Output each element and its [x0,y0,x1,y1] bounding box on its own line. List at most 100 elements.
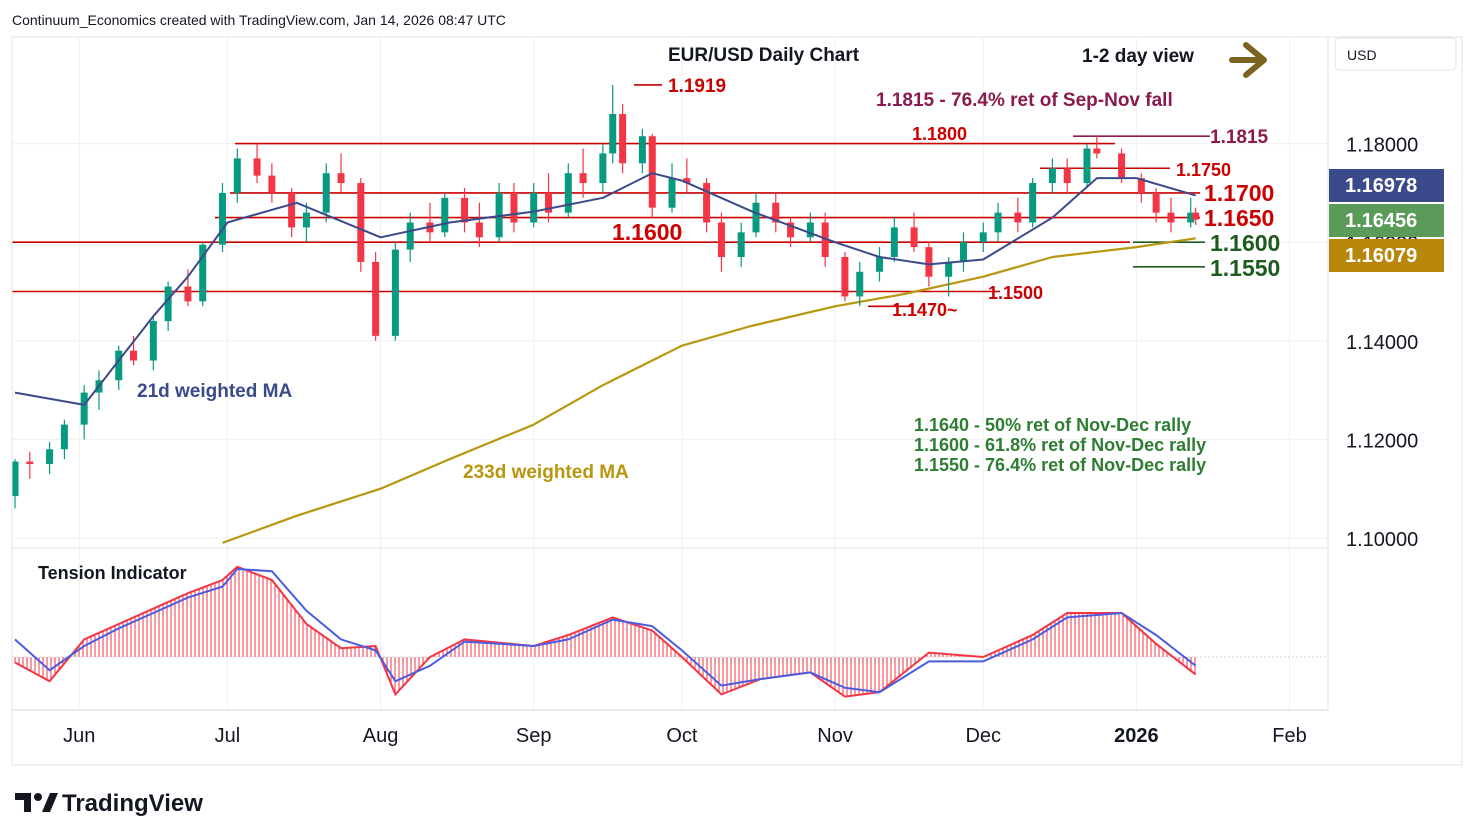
candle-body [149,321,157,361]
y-tick-label: 1.14000 [1346,332,1418,354]
candle-body [683,178,691,184]
x-tick-label: Oct [666,725,698,747]
currency-label: USD [1347,47,1377,63]
candle-body [959,242,967,262]
candle-body [668,178,676,208]
price-badge-ma233: 1.16079 [1329,239,1444,272]
chart-subtitle: 1-2 day view [1082,46,1194,67]
candle-body [11,461,19,497]
candle-body [579,173,587,184]
candle-body [26,461,34,465]
candle-body [372,261,380,336]
candle-body [564,173,572,213]
candles-layer [11,84,1200,509]
resistance-label: 1.1500 [988,283,1043,303]
candle-body [1029,183,1037,223]
candle-body [253,158,261,176]
x-tick-label: 2026 [1114,725,1159,747]
footer-brand: TradingView [62,790,203,817]
candle-body [806,222,814,238]
candle-body [717,222,725,257]
currency-selector[interactable] [1334,37,1457,71]
candle-body [703,183,711,223]
candle-body [475,222,483,238]
tension-title: Tension Indicator [38,563,187,583]
candle-body [1137,178,1145,193]
candle-body [545,192,553,213]
candle-body [1118,153,1126,179]
candle-body [391,249,399,336]
candle-body [199,244,207,302]
candle-body [322,173,330,213]
price-badge-last: 1.16456 [1329,204,1444,237]
candle-body [1083,148,1091,184]
candle-body [910,227,918,248]
tradingview-logo [15,793,58,812]
candle-body [876,256,883,272]
candle-body [979,232,987,243]
candle-body [80,392,88,425]
candle-body [302,212,310,228]
candle-body [1063,168,1071,184]
candle-body [530,192,538,223]
fib-top-note: 1.1815 - 76.4% ret of Sep-Nov fall [876,90,1173,111]
candle-body [841,256,849,297]
fib-note-1: 1.1640 - 50% ret of Nov-Dec rally [914,415,1191,435]
x-tick-label: Jul [215,725,241,747]
candle-body [461,197,469,223]
candle-body [856,271,864,297]
candle-body [164,286,172,322]
candle-body [510,192,518,223]
header-credit: Continuum_Economics created with Trading… [12,12,506,28]
candle-body [406,222,414,250]
resistance-label: 1.1815 [1210,127,1269,148]
candle-body [60,424,68,450]
y-tick-label: 1.10000 [1346,529,1418,551]
x-tick-label: Aug [363,725,399,747]
arrow-right-icon [1229,42,1267,78]
candle-body [288,192,296,228]
ma21-legend: 21d weighted MA [137,381,292,402]
candle-body [609,114,617,154]
resistance-label: 1.1470~ [892,300,958,320]
candle-body [268,175,276,193]
candle-body [1192,212,1200,220]
x-tick-label: Dec [965,725,1001,747]
price-badge-ma21-text: 1.16978 [1345,175,1417,197]
ma233-layer [222,237,1196,544]
candle-body [638,136,646,164]
level-labels-layer: 1.19191.18151.18001.17501.17001.16501.16… [612,76,1280,320]
candle-body [890,227,898,257]
x-tick-label: Jun [63,725,95,747]
candle-body [752,202,760,233]
x-tick-label: Sep [516,725,552,747]
candle-body [357,183,365,262]
x-tick-label: Feb [1272,725,1306,747]
fib-note-2: 1.1600 - 61.8% ret of Nov-Dec rally [914,435,1206,455]
candle-body [599,153,607,184]
resistance-label: 1.1919 [668,76,726,97]
resistance-label: 1.1700 [1204,180,1274,206]
candle-body [787,222,795,238]
chart-title: EUR/USD Daily Chart [668,45,860,66]
candle-body [1167,212,1175,223]
grid-layer [12,37,1328,710]
resistance-label: 1.1600 [612,219,682,245]
outer-frame [11,36,1463,766]
candle-body [441,197,449,233]
support-label: 1.1600 [1210,230,1280,256]
candle-body [945,261,953,277]
resistance-label: 1.1800 [912,124,967,144]
candle-body [648,136,656,208]
candle-body [1152,192,1160,213]
tension-indicator-layer [12,565,1328,698]
fib-note-3: 1.1550 - 76.4% ret of Nov-Dec rally [914,455,1206,475]
tension-slow-line [14,567,1197,694]
candle-body [46,449,54,465]
candle-body [619,114,627,164]
ma21-line [14,172,1196,406]
candle-body [1093,148,1101,154]
candle-body [737,232,745,257]
candle-body [772,202,780,223]
